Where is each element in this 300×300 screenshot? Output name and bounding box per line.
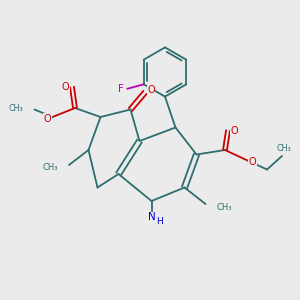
Text: H: H xyxy=(157,217,163,226)
Text: CH₃: CH₃ xyxy=(217,202,233,211)
Text: N: N xyxy=(148,212,155,223)
Text: O: O xyxy=(147,85,155,95)
Text: F: F xyxy=(118,84,124,94)
Text: O: O xyxy=(61,82,69,92)
Text: CH₃: CH₃ xyxy=(42,163,58,172)
Text: O: O xyxy=(44,113,52,124)
Text: CH₃: CH₃ xyxy=(276,144,291,153)
Text: O: O xyxy=(231,125,239,136)
Text: O: O xyxy=(248,157,256,167)
Text: CH₃: CH₃ xyxy=(8,104,23,113)
